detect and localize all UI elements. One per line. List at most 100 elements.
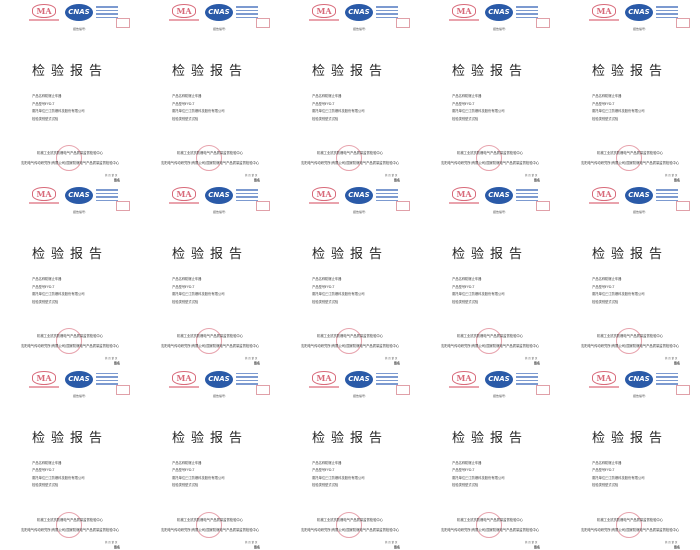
seal-stamp-icon	[336, 511, 362, 538]
seal-stamp-icon	[616, 145, 642, 171]
report-title: 检验报告	[311, 64, 388, 79]
report-thumbnail[interactable]: MA CNAS 报告编号: 检验报告 产品名称:防爆止车器 产品型号:FYD-T 委…	[280, 0, 420, 183]
field-value: FYD-T	[325, 468, 335, 473]
ma-logo: MA	[312, 187, 336, 202]
ma-logo-caption	[309, 385, 339, 388]
issuer-line-2: 沈阳电气传动研究所(有限公司)国家防爆电气产品质量监督检验中心	[300, 344, 400, 349]
field-label: 委托单位:	[452, 475, 467, 480]
field-value: 三江防爆科技股份有限公司	[325, 475, 365, 480]
issuer-line-1: 机械工业抗抗防爆电气产品质量监督检验中心	[177, 151, 243, 155]
issuer-line-1: 机械工业抗抗防爆电气产品质量监督检验中心	[177, 334, 243, 339]
field-label: 委托单位:	[172, 475, 187, 480]
report-thumbnail[interactable]: MA CNAS 报告编号: 检验报告 产品名称:防爆止车器 产品型号:FYD-T 委…	[0, 183, 140, 367]
signature: 签名	[254, 361, 261, 366]
ma-logo-caption	[589, 202, 619, 205]
page-info: 共 页 第 页	[105, 174, 118, 177]
field-value: FYD-T	[185, 468, 195, 473]
report-number: 报告编号:	[493, 393, 507, 398]
field-row: 产品名称:防爆止车器	[32, 276, 85, 284]
report-number: 报告编号:	[73, 393, 87, 398]
report-fields: 产品名称:防爆止车器 产品型号:FYD-T 委托单位:三江防爆科技股份有限公司 检验类…	[172, 460, 225, 490]
stamp-icon	[256, 18, 270, 28]
field-value: 防爆止车器	[185, 277, 202, 282]
field-value: 三江防爆科技股份有限公司	[185, 292, 225, 297]
field-label: 产品型号:	[172, 284, 187, 289]
issuer-line-1: 机械工业抗抗防爆电气产品质量监督检验中心	[37, 517, 103, 522]
field-row: 产品型号:FYD-T	[452, 101, 505, 109]
report-number: 报告编号:	[633, 393, 647, 398]
ma-logo-caption	[169, 385, 199, 388]
page-info: 共 页 第 页	[245, 540, 258, 544]
field-label: 产品名称:	[452, 277, 467, 282]
seal-stamp-icon	[616, 511, 642, 538]
report-thumbnail[interactable]: MA CNAS 报告编号: 检验报告 产品名称:防爆止车器 产品型号:FYD-T 委…	[560, 183, 700, 367]
issuer-line-1: 机械工业抗抗防爆电气产品质量监督检验中心	[597, 517, 663, 522]
cnas-caption	[376, 6, 398, 20]
ma-logo: MA	[452, 4, 476, 18]
page-info: 共 页 第 页	[385, 540, 398, 544]
field-value: 型式试验	[185, 483, 199, 488]
page-info: 共 页 第 页	[105, 357, 118, 361]
signature: 签名	[394, 544, 401, 549]
cnas-caption	[236, 6, 258, 20]
report-thumbnail[interactable]: MA CNAS 报告编号: 检验报告 产品名称:防爆止车器 产品型号:FYD-T 委…	[140, 183, 280, 367]
report-number: 报告编号:	[73, 27, 87, 31]
field-row: 委托单位:三江防爆科技股份有限公司	[592, 291, 645, 299]
field-row: 产品名称:防爆止车器	[312, 276, 365, 284]
report-number: 报告编号:	[353, 210, 367, 215]
stamp-icon	[536, 201, 550, 212]
field-value: 防爆止车器	[465, 277, 482, 282]
report-thumbnail[interactable]: MA CNAS 报告编号: 检验报告 产品名称:防爆止车器 产品型号:FYD-T 委…	[0, 0, 140, 183]
cnas-logo: CNAS	[485, 4, 513, 21]
field-value: FYD-T	[465, 101, 475, 106]
field-label: 产品名称:	[172, 94, 187, 98]
report-thumbnail[interactable]: MA CNAS 报告编号: 检验报告 产品名称:防爆止车器 产品型号:FYD-T 委…	[140, 0, 280, 183]
field-row: 委托单位:三江防爆科技股份有限公司	[172, 291, 225, 299]
cnas-logo: CNAS	[205, 187, 233, 205]
signature: 签名	[254, 544, 261, 549]
field-row: 委托单位:三江防爆科技股份有限公司	[312, 108, 365, 116]
ma-logo-caption	[589, 19, 619, 21]
field-row: 检验类别:型式试验	[172, 299, 225, 307]
signature: 签名	[394, 361, 401, 366]
cnas-caption	[96, 372, 118, 387]
field-row: 委托单位:三江防爆科技股份有限公司	[452, 291, 505, 299]
report-thumbnail[interactable]: MA CNAS 报告编号: 检验报告 产品名称:防爆止车器 产品型号:FYD-T 委…	[280, 366, 420, 550]
field-value: 三江防爆科技股份有限公司	[605, 292, 645, 297]
report-thumbnail[interactable]: MA CNAS 报告编号: 检验报告 产品名称:防爆止车器 产品型号:FYD-T 委…	[140, 366, 280, 550]
report-number: 报告编号:	[213, 393, 227, 398]
cnas-logo: CNAS	[205, 4, 233, 21]
seal-stamp-icon	[476, 511, 502, 538]
cnas-caption	[516, 6, 538, 20]
field-value: 三江防爆科技股份有限公司	[325, 109, 365, 113]
ma-logo-caption	[589, 385, 619, 388]
report-thumbnail[interactable]: MA CNAS 报告编号: 检验报告 产品名称:防爆止车器 产品型号:FYD-T 委…	[420, 0, 560, 183]
cnas-logo: CNAS	[485, 370, 513, 388]
stamp-icon	[116, 384, 130, 395]
field-label: 产品名称:	[592, 94, 607, 98]
field-label: 产品型号:	[592, 468, 607, 473]
ma-logo: MA	[172, 4, 196, 18]
cnas-caption	[656, 6, 678, 20]
ma-logo: MA	[592, 4, 616, 18]
report-thumbnail[interactable]: MA CNAS 报告编号: 检验报告 产品名称:防爆止车器 产品型号:FYD-T 委…	[560, 0, 700, 183]
stamp-icon	[676, 384, 690, 395]
field-value: 型式试验	[325, 299, 339, 304]
field-row: 委托单位:三江防爆科技股份有限公司	[312, 475, 365, 483]
field-value: 型式试验	[465, 116, 479, 121]
ma-logo: MA	[172, 370, 196, 385]
report-thumbnail[interactable]: MA CNAS 报告编号: 检验报告 产品名称:防爆止车器 产品型号:FYD-T 委…	[420, 366, 560, 550]
report-thumbnail[interactable]: MA CNAS 报告编号: 检验报告 产品名称:防爆止车器 产品型号:FYD-T 委…	[280, 183, 420, 367]
field-label: 检验类别:	[592, 483, 607, 488]
report-number: 报告编号:	[73, 210, 87, 215]
report-thumbnail[interactable]: MA CNAS 报告编号: 检验报告 产品名称:防爆止车器 产品型号:FYD-T 委…	[0, 366, 140, 550]
field-row: 产品型号:FYD-T	[592, 101, 645, 109]
seal-stamp-icon	[196, 511, 222, 538]
field-value: 型式试验	[605, 299, 619, 304]
report-title: 检验报告	[31, 247, 108, 263]
field-value: 防爆止车器	[185, 460, 202, 465]
report-thumbnail[interactable]: MA CNAS 报告编号: 检验报告 产品名称:防爆止车器 产品型号:FYD-T 委…	[560, 366, 700, 550]
report-thumbnail[interactable]: MA CNAS 报告编号: 检验报告 产品名称:防爆止车器 产品型号:FYD-T 委…	[420, 183, 560, 367]
field-value: 三江防爆科技股份有限公司	[465, 475, 505, 480]
field-row: 委托单位:三江防爆科技股份有限公司	[312, 291, 365, 299]
